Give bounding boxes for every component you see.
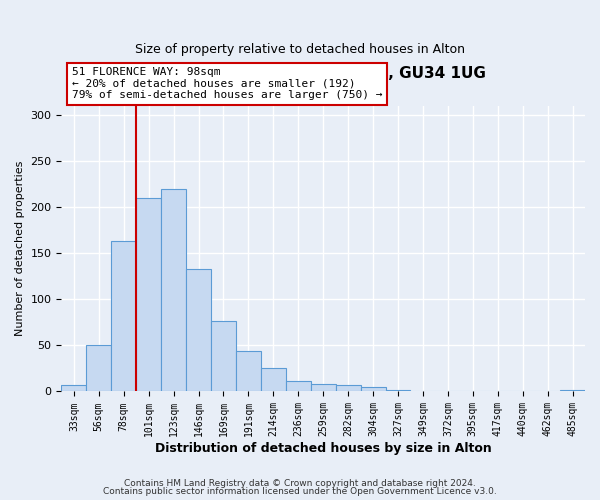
Text: 51 FLORENCE WAY: 98sqm
← 20% of detached houses are smaller (192)
79% of semi-de: 51 FLORENCE WAY: 98sqm ← 20% of detached…: [72, 67, 382, 100]
Bar: [111, 242, 136, 392]
Bar: [335, 385, 361, 392]
Bar: [211, 322, 236, 392]
Bar: [186, 269, 211, 392]
Bar: [136, 198, 161, 392]
Y-axis label: Number of detached properties: Number of detached properties: [15, 161, 25, 336]
Bar: [261, 368, 286, 392]
Bar: [386, 390, 410, 392]
Bar: [236, 351, 261, 392]
Text: Contains public sector information licensed under the Open Government Licence v3: Contains public sector information licen…: [103, 487, 497, 496]
X-axis label: Distribution of detached houses by size in Alton: Distribution of detached houses by size …: [155, 442, 491, 455]
Bar: [86, 346, 111, 392]
Bar: [161, 189, 186, 392]
Title: 51, FLORENCE WAY, ALTON, GU34 1UG: 51, FLORENCE WAY, ALTON, GU34 1UG: [161, 66, 485, 81]
Bar: [286, 382, 311, 392]
Bar: [560, 390, 585, 392]
Text: Size of property relative to detached houses in Alton: Size of property relative to detached ho…: [135, 42, 465, 56]
Bar: [311, 384, 335, 392]
Bar: [61, 385, 86, 392]
Text: Contains HM Land Registry data © Crown copyright and database right 2024.: Contains HM Land Registry data © Crown c…: [124, 478, 476, 488]
Bar: [361, 387, 386, 392]
